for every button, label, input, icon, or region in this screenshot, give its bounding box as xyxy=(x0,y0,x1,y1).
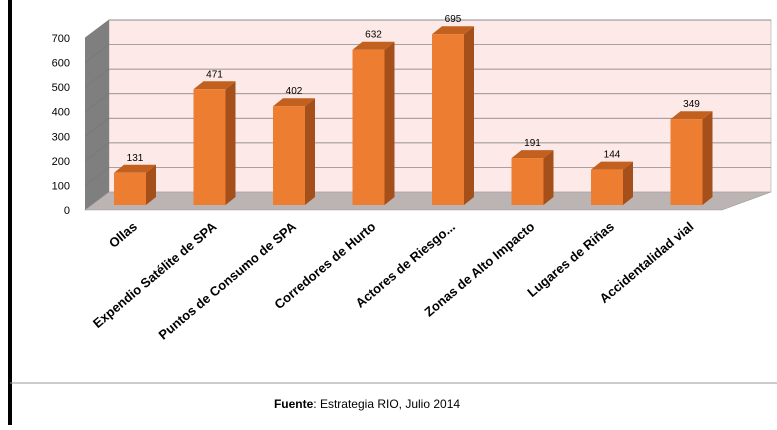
grid-line xyxy=(84,19,771,39)
y-tick-label: 400 xyxy=(52,107,70,119)
data-label: 402 xyxy=(286,86,303,97)
bar-side xyxy=(305,98,315,205)
bar-top xyxy=(670,111,713,120)
bar-side xyxy=(146,164,156,205)
grid-line xyxy=(84,93,771,112)
data-label: 144 xyxy=(604,150,621,161)
bar-front xyxy=(114,172,146,205)
grid-line xyxy=(84,142,771,162)
bar-front xyxy=(193,89,226,205)
grid-line xyxy=(84,117,771,137)
bar-front xyxy=(670,119,703,205)
y-tick-label: 100 xyxy=(52,180,70,192)
data-label: 349 xyxy=(683,99,700,110)
bar xyxy=(273,98,315,205)
bar-side xyxy=(464,26,474,205)
bar-front xyxy=(273,106,305,205)
bar-side xyxy=(543,150,554,205)
floor xyxy=(84,191,772,211)
y-tick-label: 200 xyxy=(52,156,70,168)
y-tick-label: 0 xyxy=(64,205,70,217)
source-label: Fuente xyxy=(274,397,314,411)
bar xyxy=(591,161,633,205)
bar-side xyxy=(384,41,395,205)
bar-top xyxy=(193,81,236,90)
bar-top xyxy=(591,161,633,170)
bar-front xyxy=(432,34,464,205)
bar-top xyxy=(352,41,395,50)
source-text: : Estrategia RIO, Julio 2014 xyxy=(313,397,460,411)
bar-top xyxy=(511,150,554,159)
data-label: 471 xyxy=(206,69,223,80)
bar xyxy=(670,111,713,205)
bar xyxy=(352,41,395,205)
bar xyxy=(511,150,554,205)
y-tick-label: 600 xyxy=(52,58,70,70)
x-tick-label: Puntos de Consumo de SPA xyxy=(156,218,300,342)
bar-side xyxy=(225,81,236,205)
left-bar xyxy=(8,0,12,425)
source-caption: Fuente: Estrategia RIO, Julio 2014 xyxy=(274,397,460,411)
y-tick-label: 700 xyxy=(52,33,70,45)
x-tick-label: Lugares de Riñas xyxy=(524,219,617,300)
x-tick-label: Ollas xyxy=(106,219,140,251)
bar-front xyxy=(511,158,544,205)
bar-side xyxy=(702,111,713,205)
bar-top xyxy=(114,164,156,173)
data-label: 695 xyxy=(445,14,462,25)
bar-side xyxy=(623,161,633,205)
bar-front xyxy=(591,169,623,205)
y-tick-label: 500 xyxy=(52,82,70,94)
bar-top xyxy=(432,26,474,35)
bar-front xyxy=(352,49,385,205)
bar xyxy=(193,81,236,205)
bar xyxy=(114,164,156,205)
y-tick-label: 300 xyxy=(52,131,70,143)
side-wall xyxy=(85,20,109,210)
grid-line xyxy=(84,68,771,88)
bar-top xyxy=(273,98,315,107)
grid-line xyxy=(84,44,771,63)
data-label: 191 xyxy=(524,138,541,149)
bar xyxy=(432,26,474,205)
data-label: 131 xyxy=(127,153,144,164)
data-label: 632 xyxy=(365,30,382,41)
